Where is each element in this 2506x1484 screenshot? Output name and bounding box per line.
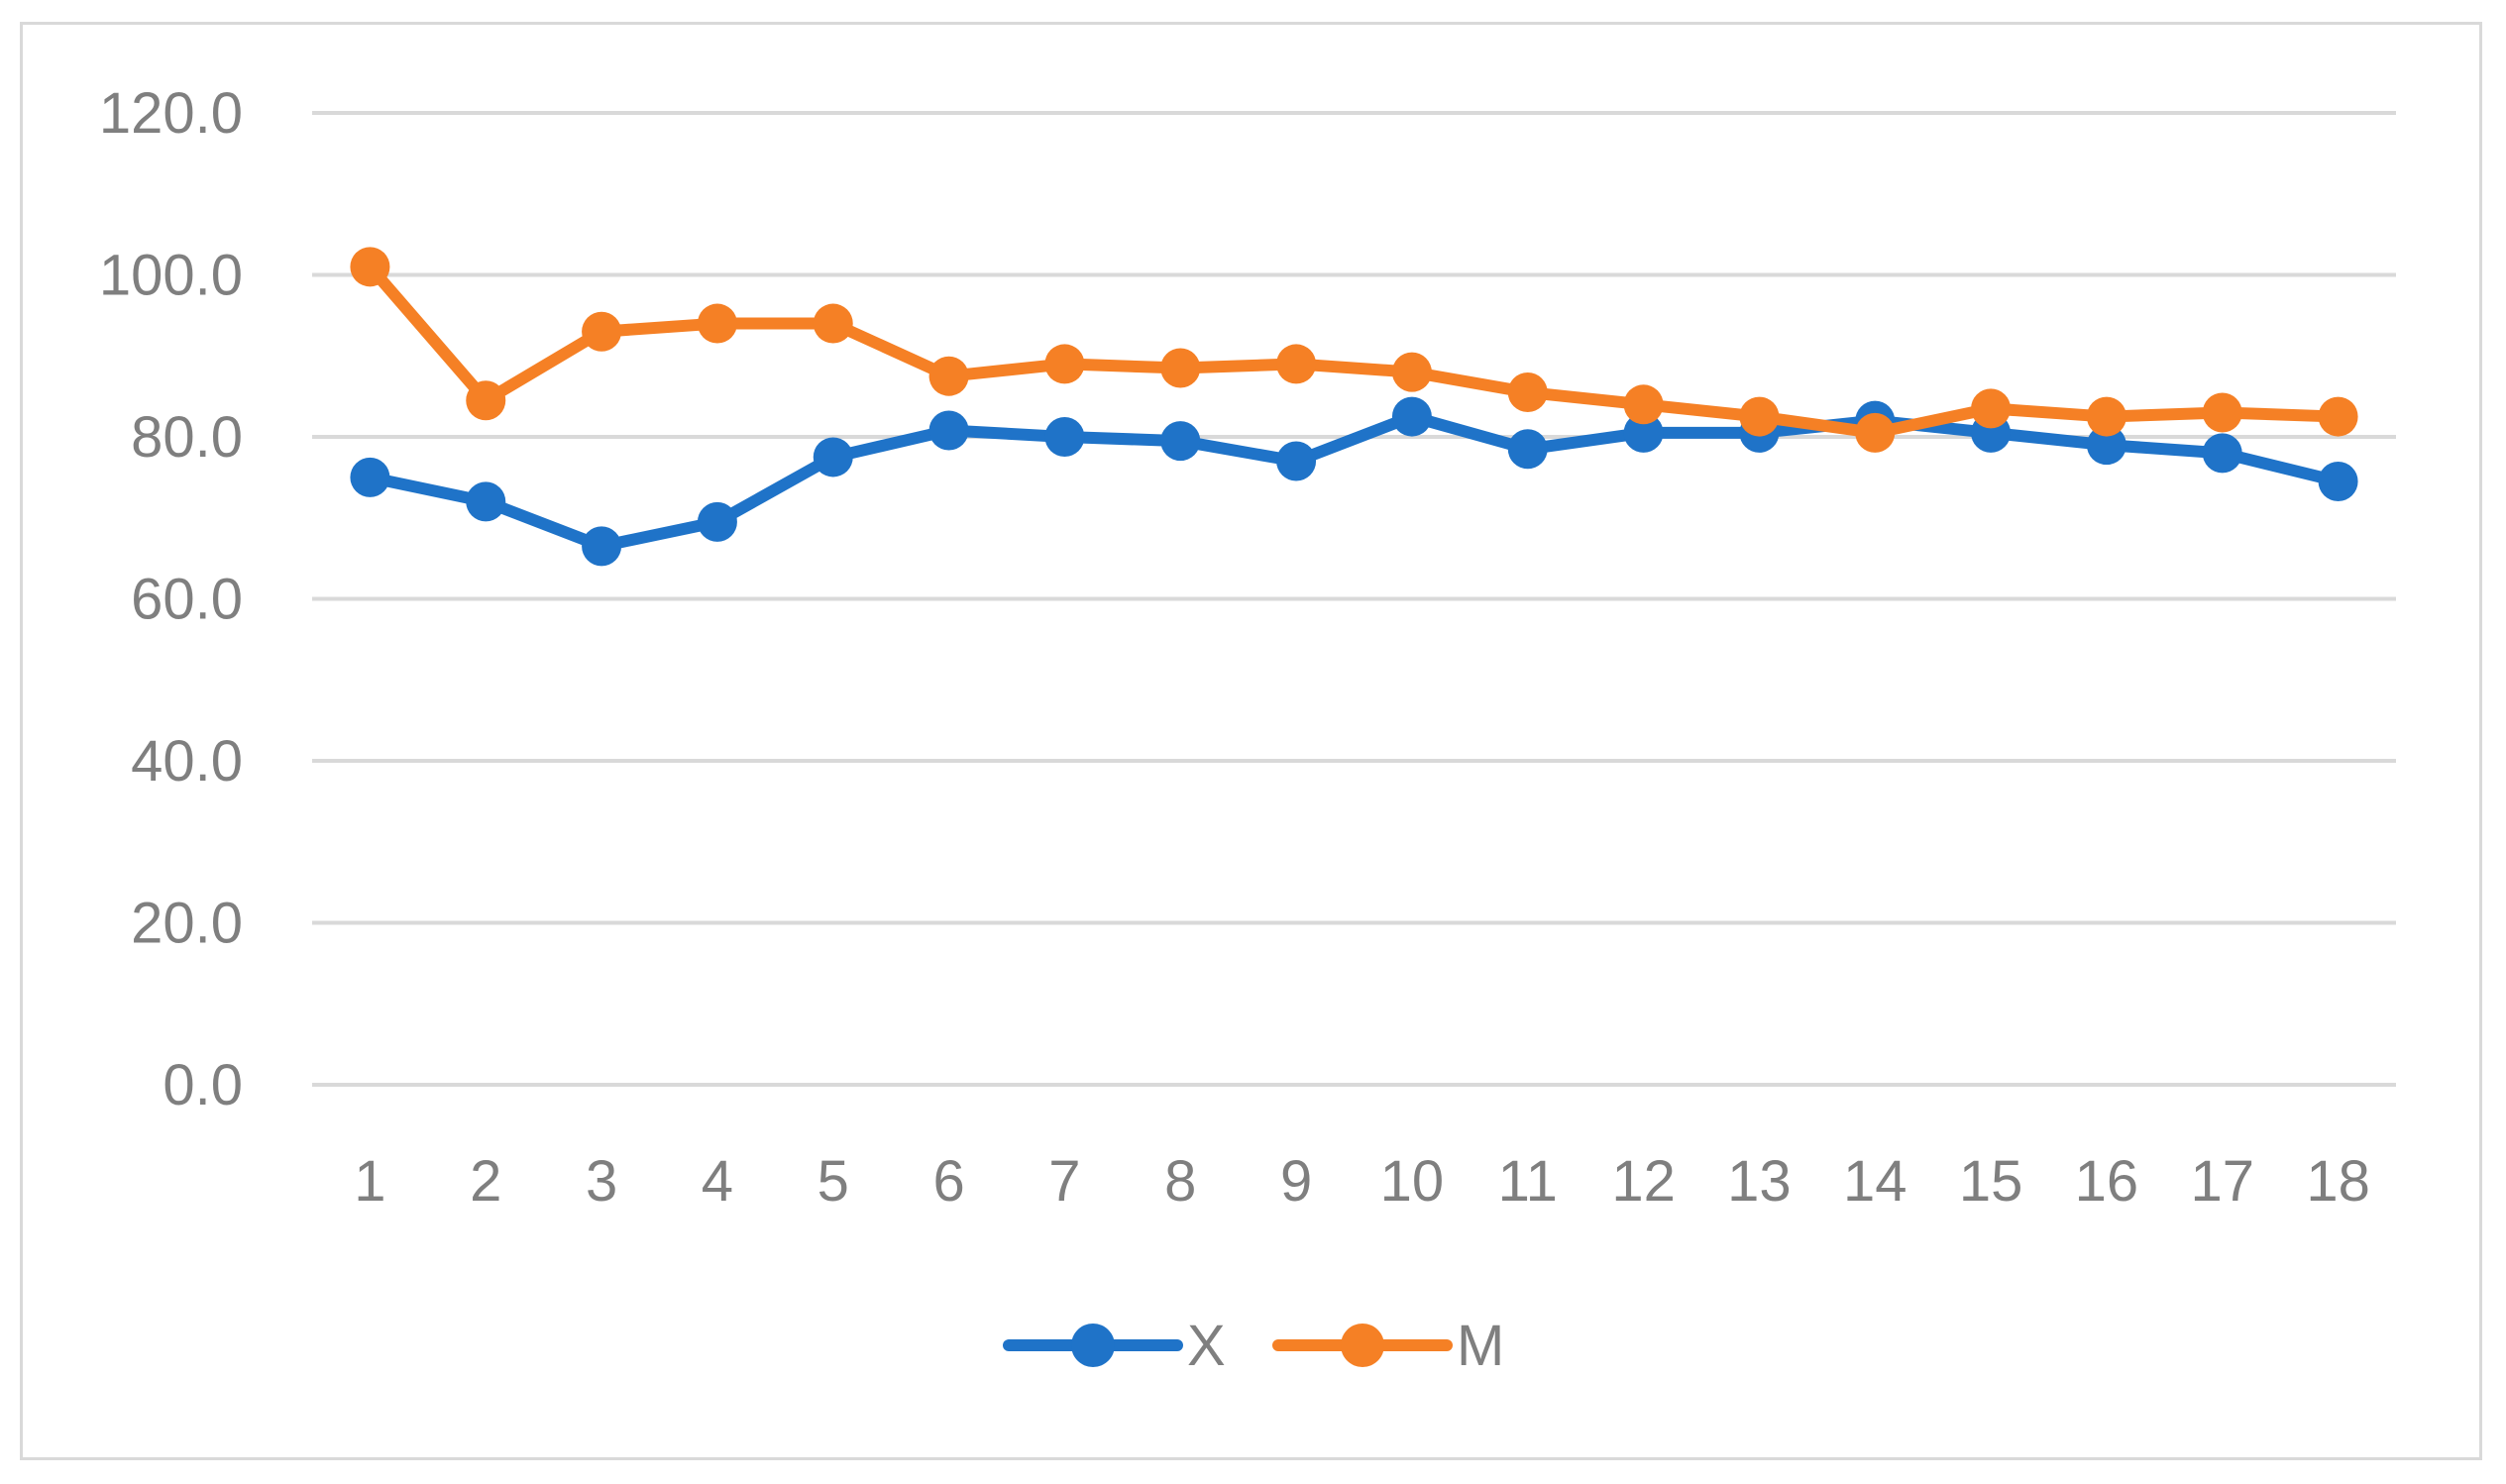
series-group <box>350 247 2358 567</box>
data-point <box>2318 396 2358 437</box>
data-point <box>813 437 853 477</box>
data-point <box>697 303 737 344</box>
data-point <box>928 410 969 451</box>
y-tick-label: 80.0 <box>131 405 243 470</box>
x-tick-label: 11 <box>1498 1149 1558 1214</box>
data-point <box>1739 396 1780 437</box>
x-tick-label: 5 <box>817 1149 849 1214</box>
data-point <box>1623 412 1664 453</box>
x-tick-label: 6 <box>932 1149 964 1214</box>
chart-frame <box>20 22 2482 1460</box>
x-tick-label: 18 <box>2306 1149 2370 1214</box>
y-tick-label: 120.0 <box>99 81 243 146</box>
data-point <box>1160 348 1201 388</box>
x-tick-label: 14 <box>1843 1149 1907 1214</box>
series-line <box>364 261 2344 439</box>
y-tick-label: 60.0 <box>131 568 243 632</box>
x-tick-label: 1 <box>354 1149 385 1214</box>
y-tick-label: 100.0 <box>99 244 243 308</box>
x-tick-label: 4 <box>702 1149 733 1214</box>
legend-item-x: X <box>1003 1314 1226 1378</box>
data-point <box>1391 396 1432 437</box>
data-point <box>1507 372 1548 413</box>
data-point <box>582 526 622 567</box>
data-point <box>1044 344 1085 384</box>
x-tick-label: 3 <box>586 1149 617 1214</box>
data-point <box>1044 417 1085 457</box>
data-point <box>1507 429 1548 470</box>
y-tick-label: 20.0 <box>131 892 243 956</box>
data-point <box>466 481 506 522</box>
data-point <box>1276 441 1317 481</box>
x-tick-label: 13 <box>1727 1149 1792 1214</box>
series-x <box>350 396 2358 567</box>
legend-label: M <box>1457 1314 1504 1378</box>
x-tick-label: 9 <box>1280 1149 1312 1214</box>
data-point <box>1971 388 2012 429</box>
data-point <box>1391 352 1432 392</box>
data-point <box>350 457 390 497</box>
data-point <box>813 303 853 344</box>
data-point <box>1276 344 1317 384</box>
data-point <box>2318 461 2358 501</box>
data-point <box>350 247 390 287</box>
data-point <box>582 311 622 352</box>
legend-label: X <box>1187 1314 1226 1378</box>
data-point <box>2202 392 2242 433</box>
data-point <box>2202 433 2242 474</box>
y-tick-label: 40.0 <box>131 729 243 794</box>
x-tick-label: 8 <box>1164 1149 1196 1214</box>
gridlines <box>312 111 2396 1087</box>
data-point <box>928 356 969 396</box>
series-m <box>350 247 2358 453</box>
x-tick-label: 10 <box>1380 1149 1445 1214</box>
x-tick-label: 16 <box>2075 1149 2139 1214</box>
legend-marker <box>1071 1324 1115 1367</box>
y-tick-label: 0.0 <box>163 1053 243 1117</box>
y-axis-tick-labels: 0.0 20.0 40.0 60.0 80.0 100.0 120.0 <box>99 81 243 1117</box>
legend-marker <box>1341 1324 1384 1367</box>
data-point <box>2086 425 2126 466</box>
data-point <box>2086 396 2126 437</box>
data-point <box>466 380 506 421</box>
data-point <box>1160 421 1201 462</box>
x-tick-label: 17 <box>2190 1149 2254 1214</box>
data-point <box>1855 412 1896 453</box>
x-tick-label: 7 <box>1048 1149 1080 1214</box>
x-tick-label: 15 <box>1959 1149 2023 1214</box>
legend-item-m: M <box>1272 1314 1504 1378</box>
data-point <box>697 501 737 542</box>
x-tick-label: 2 <box>470 1149 501 1214</box>
data-point <box>1623 384 1664 425</box>
x-axis-tick-labels: 1 2 3 4 5 6 7 8 9 10 11 12 13 14 15 16 17 18 <box>354 1149 2370 1214</box>
x-tick-label: 12 <box>1611 1149 1676 1214</box>
